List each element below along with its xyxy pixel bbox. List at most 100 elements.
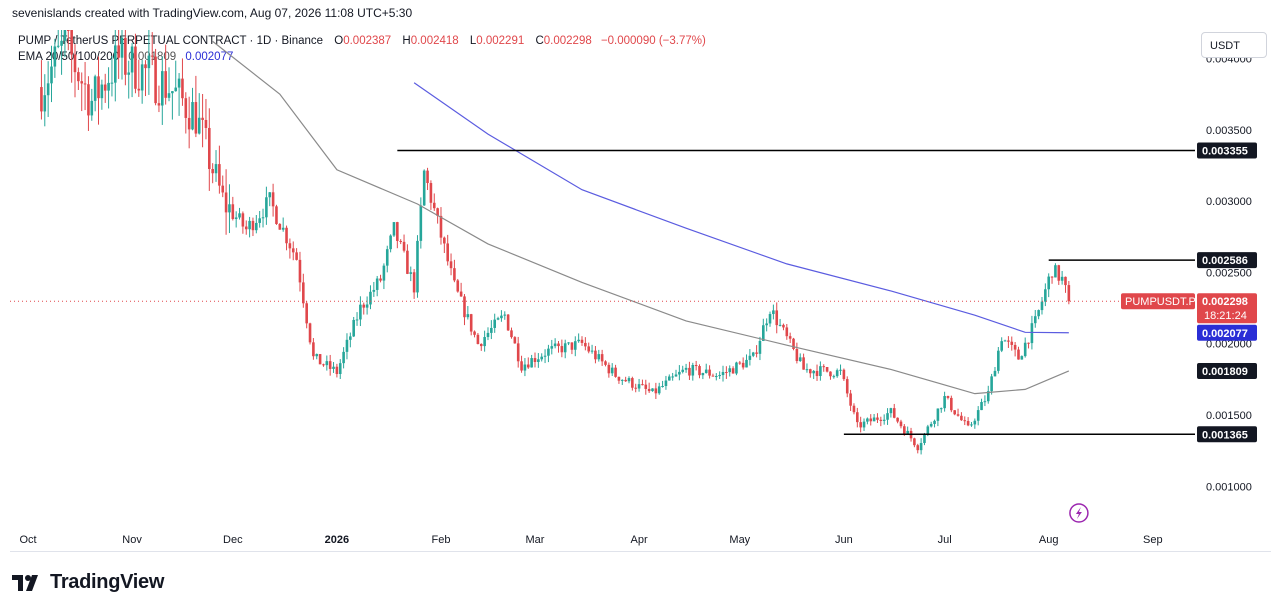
candle-body <box>335 366 339 375</box>
candle-body <box>466 314 470 318</box>
currency-button[interactable]: USDT <box>1201 32 1267 58</box>
candle-body <box>261 217 265 219</box>
y-tick-label: 0.001000 <box>1206 481 1252 493</box>
candle-body <box>631 378 634 388</box>
x-tick-label: Mar <box>526 534 545 546</box>
open-label: O <box>334 35 344 47</box>
candle-body <box>338 363 342 375</box>
candle-body <box>449 261 453 269</box>
candle-body <box>1007 340 1010 342</box>
candle-body <box>1064 276 1067 286</box>
candle-body <box>980 401 983 411</box>
candle-body <box>154 56 157 104</box>
candle-body <box>533 358 537 362</box>
candle-body <box>913 438 916 446</box>
candle-body <box>939 408 943 410</box>
candle-body <box>600 354 604 362</box>
candle-body <box>815 370 819 377</box>
candle-body <box>755 352 758 354</box>
candle-body <box>563 343 567 353</box>
close-value: 0.002298 <box>543 35 592 47</box>
candle-body <box>725 371 728 373</box>
candle-body <box>352 319 355 337</box>
ema-value-label: 0.001809 <box>1202 366 1248 378</box>
x-tick-label: Aug <box>1039 534 1059 546</box>
candle-body <box>298 259 302 283</box>
high-value: 0.002418 <box>410 35 459 47</box>
candle-body <box>187 117 191 130</box>
candle-body <box>966 420 970 426</box>
tradingview-logo[interactable]: TradingView <box>12 571 164 594</box>
candle-body <box>73 54 77 73</box>
candle-body <box>570 342 574 350</box>
candle-body <box>903 426 906 434</box>
ema-label[interactable]: EMA 20/50/100/200 <box>18 51 120 63</box>
candle-body <box>516 343 520 362</box>
ema-value-2: 0.002077 <box>185 51 234 63</box>
candle-body <box>963 420 967 422</box>
candle-body <box>721 371 725 376</box>
candle-body <box>476 334 480 344</box>
candle-body <box>77 72 80 82</box>
candle-body <box>496 318 500 320</box>
candle-body <box>869 418 873 422</box>
candle-body <box>882 419 886 421</box>
level-label-bg <box>1197 142 1257 159</box>
candle-body <box>751 352 755 356</box>
candle-body <box>745 359 748 368</box>
candle-body <box>144 64 147 69</box>
candle-body <box>251 220 255 231</box>
candle-body <box>379 278 382 281</box>
candle-body <box>113 45 117 83</box>
candle-body <box>704 369 708 374</box>
x-tick-label: May <box>729 534 750 546</box>
candle-body <box>1010 341 1014 345</box>
symbol-title[interactable]: PUMP / TetherUS PERPETUAL CONTRACT · 1D … <box>18 35 324 47</box>
candle-body <box>432 202 436 209</box>
change-value: −0.000090 (−3.77%) <box>600 35 706 47</box>
candle-body <box>214 164 218 174</box>
candle-body <box>523 364 527 371</box>
candle-body <box>526 364 530 368</box>
candle-body <box>506 314 510 331</box>
candle-body <box>852 405 856 413</box>
x-tick-label: 2026 <box>325 534 349 546</box>
candle-body <box>1047 276 1050 290</box>
candle-body <box>866 418 869 422</box>
candle-body <box>416 240 419 293</box>
candle-body <box>181 78 184 99</box>
candle-body <box>328 361 332 369</box>
candle-body <box>211 169 214 174</box>
candle-body <box>473 331 476 335</box>
candle-body <box>688 367 691 376</box>
current-price-label: 0.002298 <box>1202 296 1248 308</box>
candle-body <box>768 314 772 324</box>
candle-body <box>889 408 893 414</box>
candle-body <box>795 349 799 362</box>
candle-body <box>879 419 883 421</box>
candle-body <box>950 397 953 411</box>
candle-body <box>312 342 315 357</box>
candle-body <box>1050 276 1054 278</box>
tradingview-logo-text: TradingView <box>50 571 165 593</box>
candle-body <box>550 346 554 349</box>
candle-body <box>567 342 570 344</box>
candle-body <box>87 84 90 116</box>
candle-body <box>385 249 389 266</box>
candle-body <box>929 423 933 427</box>
candle-body <box>762 325 765 341</box>
candle-body <box>1023 342 1027 357</box>
candle-body <box>788 336 792 339</box>
candle-body <box>412 272 416 293</box>
candle-body <box>453 268 456 281</box>
candle-body <box>201 117 204 120</box>
candle-body <box>456 280 460 292</box>
candle-body <box>322 364 325 366</box>
candle-body <box>802 357 805 370</box>
candle-body <box>278 224 282 230</box>
candle-body <box>255 222 258 231</box>
candle-body <box>919 443 923 451</box>
candle-body <box>1060 276 1064 281</box>
candle-body <box>248 220 251 230</box>
